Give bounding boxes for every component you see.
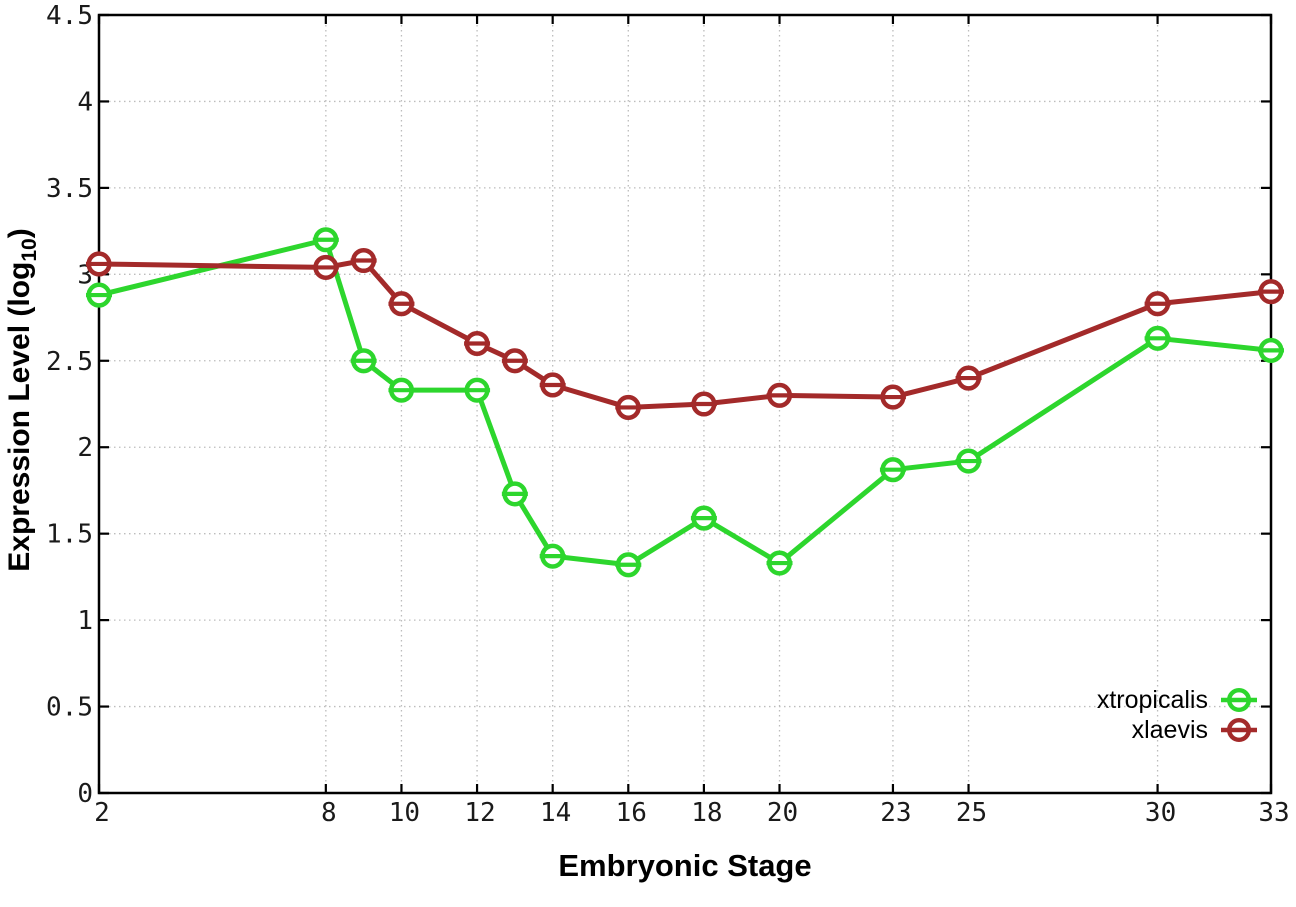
y-tick-label: 1 bbox=[77, 606, 93, 636]
x-tick-label: 16 bbox=[616, 798, 647, 828]
legend-entry-xtropicalis: xtropicalis bbox=[1097, 685, 1258, 715]
legend-entry-xlaevis: xlaevis bbox=[1132, 715, 1258, 745]
x-tick-label: 33 bbox=[1258, 798, 1289, 828]
y-tick-label: 3.5 bbox=[46, 174, 93, 204]
series-xlaevis bbox=[86, 247, 1284, 421]
legend-marker-xlaevis-icon bbox=[1221, 717, 1257, 743]
y-axis-title-text: Expression Level (log bbox=[3, 261, 36, 572]
y-tick-label: 2.5 bbox=[46, 347, 93, 377]
x-tick-label: 30 bbox=[1145, 798, 1176, 828]
plot-border bbox=[97, 13, 1273, 795]
legend-label-xtropicalis: xtropicalis bbox=[1096, 685, 1208, 714]
x-tick-label: 25 bbox=[956, 798, 987, 828]
y-axis-title-subscript: 10 bbox=[18, 238, 41, 262]
x-tick-label: 20 bbox=[767, 798, 798, 828]
x-tick-label: 12 bbox=[464, 798, 495, 828]
y-tick-label: 4 bbox=[77, 87, 93, 117]
y-tick-label: 0 bbox=[77, 779, 93, 809]
y-tick-label: 0.5 bbox=[46, 693, 93, 723]
x-tick-label: 14 bbox=[540, 798, 571, 828]
x-axis-title: Embryonic Stage bbox=[558, 848, 812, 883]
x-tick-label: 10 bbox=[389, 798, 420, 828]
x-tick-label: 8 bbox=[321, 798, 337, 828]
y-tick-label: 1.5 bbox=[46, 520, 93, 550]
x-tick-label: 23 bbox=[880, 798, 911, 828]
legend-marker-xtropicalis-icon bbox=[1221, 687, 1257, 713]
series-xtropicalis bbox=[86, 227, 1284, 578]
series-line-xlaevis bbox=[96, 258, 1274, 410]
tick-marks bbox=[97, 13, 1273, 795]
x-tick-label: 2 bbox=[94, 798, 110, 828]
series-line-xtropicalis bbox=[96, 237, 1274, 568]
y-tick-label: 2 bbox=[77, 433, 93, 463]
legend-label-xlaevis: xlaevis bbox=[1131, 715, 1208, 744]
y-tick-label: 4.5 bbox=[46, 1, 93, 31]
tick-labels: 2 8 10 12 14 16 18 20 23 25 30 3300.511.522.533.544… bbox=[46, 1, 1290, 828]
gridlines bbox=[99, 15, 1271, 793]
y-axis-title: Expression Level (log10) bbox=[3, 100, 47, 700]
legend: xtropicalis xlaevis bbox=[1097, 685, 1258, 745]
y-axis-title-close: ) bbox=[3, 228, 36, 239]
x-tick-label: 18 bbox=[691, 798, 722, 828]
